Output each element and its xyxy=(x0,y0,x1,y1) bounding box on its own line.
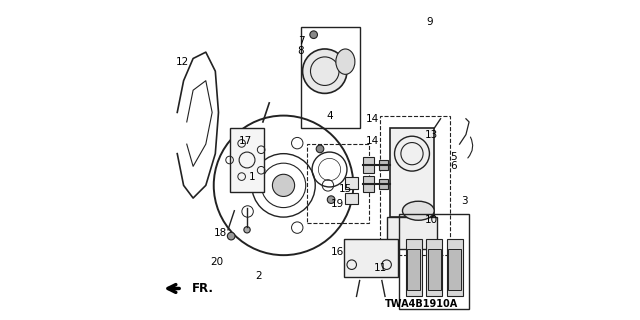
Bar xyxy=(390,128,434,217)
Text: 15: 15 xyxy=(339,184,352,194)
Bar xyxy=(387,217,437,249)
Text: 12: 12 xyxy=(175,57,189,67)
Text: 19: 19 xyxy=(331,199,344,209)
Text: 16: 16 xyxy=(331,247,344,257)
Bar xyxy=(380,116,450,255)
Text: 11: 11 xyxy=(374,263,387,273)
Text: 5: 5 xyxy=(450,152,456,162)
Text: 10: 10 xyxy=(424,215,438,225)
Circle shape xyxy=(273,174,294,196)
Text: 4: 4 xyxy=(326,111,333,121)
Bar xyxy=(399,214,469,309)
Circle shape xyxy=(310,31,317,38)
Text: 13: 13 xyxy=(424,130,438,140)
Ellipse shape xyxy=(336,49,355,74)
Bar xyxy=(379,160,388,170)
Bar xyxy=(344,239,397,277)
Text: 1: 1 xyxy=(248,172,255,182)
Circle shape xyxy=(303,49,347,93)
Text: TWA4B1910A: TWA4B1910A xyxy=(385,299,458,309)
Text: 6: 6 xyxy=(450,161,456,171)
Text: 20: 20 xyxy=(211,257,223,267)
Bar xyxy=(428,249,440,290)
Circle shape xyxy=(327,196,335,204)
Bar xyxy=(426,239,442,296)
Text: 17: 17 xyxy=(239,136,252,146)
Circle shape xyxy=(244,227,250,233)
Bar xyxy=(363,176,374,192)
Bar xyxy=(406,239,422,296)
Bar xyxy=(447,239,463,296)
Bar xyxy=(449,249,461,290)
Bar xyxy=(363,157,374,173)
Text: 9: 9 xyxy=(426,17,433,27)
Ellipse shape xyxy=(403,201,434,220)
Text: 3: 3 xyxy=(461,196,468,206)
Bar xyxy=(230,128,264,192)
Bar xyxy=(301,27,360,128)
Bar xyxy=(407,249,420,290)
Text: 14: 14 xyxy=(365,136,379,146)
Text: 2: 2 xyxy=(255,271,262,281)
Text: 14: 14 xyxy=(365,114,379,124)
Text: 18: 18 xyxy=(214,228,227,238)
Bar xyxy=(346,193,358,204)
Text: 8: 8 xyxy=(298,45,304,56)
Text: 7: 7 xyxy=(298,36,304,46)
Text: FR.: FR. xyxy=(191,282,214,295)
Bar xyxy=(307,144,369,223)
Bar xyxy=(379,179,388,188)
Circle shape xyxy=(227,232,235,240)
Bar xyxy=(346,178,358,188)
Circle shape xyxy=(316,145,324,153)
